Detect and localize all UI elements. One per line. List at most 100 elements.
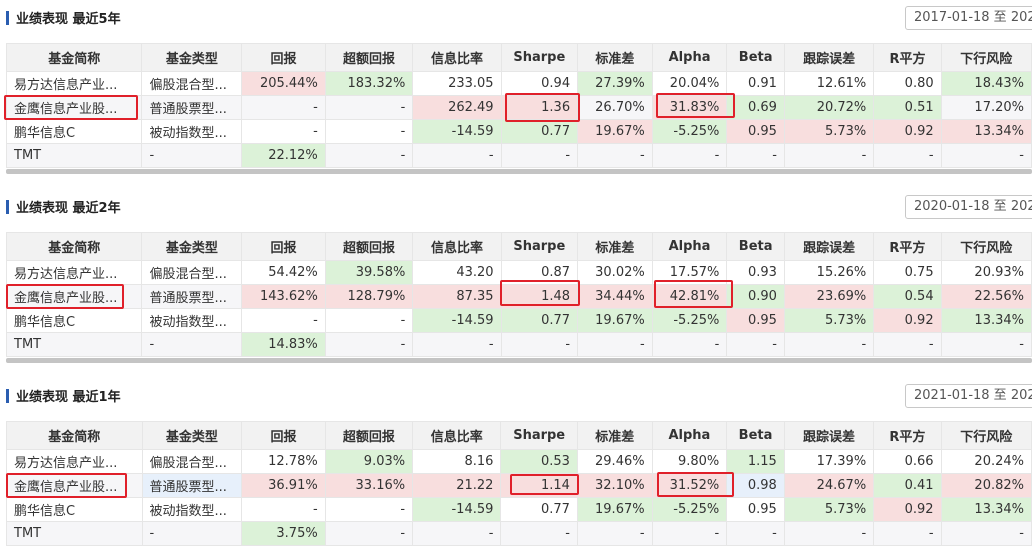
col-header-fund-name[interactable]: 基金简称 xyxy=(5,232,143,261)
col-header-alpha[interactable]: Alpha xyxy=(651,421,728,450)
col-header-return[interactable]: 回报 xyxy=(241,43,326,72)
info-ratio-cell: -14.59 xyxy=(412,497,502,522)
r-squared-cell: 0.75 xyxy=(873,260,942,285)
col-header-beta[interactable]: Beta xyxy=(726,232,785,261)
std-dev-cell: 19.67% xyxy=(577,308,653,333)
section-accent-bar xyxy=(6,200,9,214)
section-accent-bar xyxy=(6,11,9,25)
downside-risk-cell: - xyxy=(940,332,1032,357)
info-ratio-cell: 21.22 xyxy=(412,473,502,498)
r-squared-cell: 0.80 xyxy=(873,71,942,96)
col-header-fund-name[interactable]: 基金简称 xyxy=(6,421,143,450)
col-header-std-dev[interactable]: 标准差 xyxy=(577,43,653,72)
fund-name-cell[interactable]: TMT xyxy=(5,143,143,168)
col-header-return[interactable]: 回报 xyxy=(241,232,326,261)
sharpe-cell: 0.53 xyxy=(500,449,578,474)
tracking-error-cell: 17.39% xyxy=(783,449,875,474)
horizontal-scrollbar[interactable] xyxy=(6,169,1032,174)
col-header-tracking-error[interactable]: 跟踪误差 xyxy=(783,43,875,72)
col-header-downside-risk[interactable]: 下行风险 xyxy=(940,421,1032,450)
r-squared-cell: - xyxy=(873,332,942,357)
horizontal-scrollbar[interactable] xyxy=(6,358,1032,363)
col-header-fund-type[interactable]: 基金类型 xyxy=(141,43,243,72)
col-header-beta[interactable]: Beta xyxy=(726,43,785,72)
col-header-alpha[interactable]: Alpha xyxy=(651,43,728,72)
date-range-picker[interactable]: 2017-01-18 至 2021-01-18 xyxy=(905,6,1032,30)
col-header-sharpe[interactable]: Sharpe xyxy=(500,43,579,72)
return-cell: 12.78% xyxy=(241,449,326,474)
fund-type-cell: 偏股混合型... xyxy=(141,260,243,285)
excess-return-cell: - xyxy=(324,119,414,144)
table-row: 鹏华信息C 被动指数型... - - -14.59 0.77 19.67% -5… xyxy=(5,119,1032,144)
fund-name-cell[interactable]: 易方达信息产业... xyxy=(5,260,143,285)
fund-name-cell[interactable]: 鹏华信息C xyxy=(5,119,143,144)
fund-type-cell: 普通股票型... xyxy=(141,473,243,498)
date-range-picker[interactable]: 2020-01-18 至 2021-01-18 xyxy=(905,195,1032,219)
beta-cell: 0.98 xyxy=(726,473,785,498)
tracking-error-cell: 12.61% xyxy=(783,71,875,96)
excess-return-cell: - xyxy=(324,308,414,333)
alpha-cell: - xyxy=(651,332,728,357)
excess-return-cell: 128.79% xyxy=(324,284,414,309)
std-dev-cell: 19.67% xyxy=(576,497,653,522)
tracking-error-cell: 5.73% xyxy=(783,497,875,522)
col-header-r-squared[interactable]: R平方 xyxy=(873,421,942,450)
downside-risk-cell: - xyxy=(940,521,1032,546)
col-header-tracking-error[interactable]: 跟踪误差 xyxy=(783,421,875,450)
col-header-std-dev[interactable]: 标准差 xyxy=(577,232,653,261)
col-header-fund-name[interactable]: 基金简称 xyxy=(5,43,143,72)
col-header-downside-risk[interactable]: 下行风险 xyxy=(940,43,1032,72)
section-title: 业绩表现 最近5年 xyxy=(16,12,121,27)
info-ratio-cell: -14.59 xyxy=(412,119,502,144)
table-row: TMT - 22.12% - - - - - - - - - xyxy=(5,143,1032,168)
r-squared-cell: 0.54 xyxy=(873,284,942,309)
col-header-r-squared[interactable]: R平方 xyxy=(873,232,942,261)
col-header-return[interactable]: 回报 xyxy=(241,421,326,450)
fund-name-cell[interactable]: 易方达信息产业... xyxy=(6,449,143,474)
col-header-info-ratio[interactable]: 信息比率 xyxy=(412,232,502,261)
return-cell: 36.91% xyxy=(241,473,326,498)
col-header-sharpe[interactable]: Sharpe xyxy=(500,232,579,261)
col-header-fund-type[interactable]: 基金类型 xyxy=(141,421,243,450)
fund-type-cell: - xyxy=(141,521,243,546)
col-header-fund-type[interactable]: 基金类型 xyxy=(141,232,243,261)
col-header-downside-risk[interactable]: 下行风险 xyxy=(940,232,1032,261)
fund-name-cell[interactable]: TMT xyxy=(6,521,143,546)
fund-name-cell[interactable]: 易方达信息产业... xyxy=(5,71,143,96)
col-header-excess-return[interactable]: 超额回报 xyxy=(324,43,414,72)
col-header-r-squared[interactable]: R平方 xyxy=(873,43,942,72)
sharpe-cell: - xyxy=(500,521,578,546)
col-header-sharpe[interactable]: Sharpe xyxy=(500,421,578,450)
col-header-info-ratio[interactable]: 信息比率 xyxy=(412,421,502,450)
col-header-excess-return[interactable]: 超额回报 xyxy=(324,421,414,450)
return-cell: 22.12% xyxy=(241,143,326,168)
fund-name-cell[interactable]: 鹏华信息C xyxy=(6,497,143,522)
downside-risk-cell: 13.34% xyxy=(940,308,1032,333)
return-cell: - xyxy=(241,95,326,120)
col-header-excess-return[interactable]: 超额回报 xyxy=(324,232,414,261)
fund-name-cell[interactable]: 金鹰信息产业股... xyxy=(5,284,143,309)
downside-risk-cell: - xyxy=(940,143,1032,168)
highlight-box-sharpe xyxy=(505,93,580,122)
tracking-error-cell: - xyxy=(783,521,875,546)
col-header-tracking-error[interactable]: 跟踪误差 xyxy=(783,232,875,261)
beta-cell: 0.93 xyxy=(726,260,785,285)
fund-name-cell[interactable]: TMT xyxy=(5,332,143,357)
highlight-box-alpha xyxy=(657,472,734,497)
excess-return-cell: - xyxy=(324,95,414,120)
col-header-std-dev[interactable]: 标准差 xyxy=(576,421,653,450)
tracking-error-cell: 5.73% xyxy=(783,119,875,144)
section-header: 业绩表现 最近2年 2020-01-18 至 2021-01-18 xyxy=(0,189,1032,229)
table-header-row: 基金简称 基金类型 回报 超额回报 信息比率 Sharpe 标准差 Alpha … xyxy=(6,421,1032,450)
col-header-beta[interactable]: Beta xyxy=(726,421,785,450)
info-ratio-cell: -14.59 xyxy=(412,308,502,333)
beta-cell: - xyxy=(726,143,785,168)
r-squared-cell: - xyxy=(873,143,942,168)
date-range-picker[interactable]: 2021-01-18 至 2021-01-18 xyxy=(905,384,1032,408)
tracking-error-cell: - xyxy=(783,143,875,168)
highlight-box-sharpe xyxy=(500,280,580,306)
col-header-info-ratio[interactable]: 信息比率 xyxy=(412,43,502,72)
r-squared-cell: 0.66 xyxy=(873,449,942,474)
col-header-alpha[interactable]: Alpha xyxy=(651,232,728,261)
fund-name-cell[interactable]: 鹏华信息C xyxy=(5,308,143,333)
